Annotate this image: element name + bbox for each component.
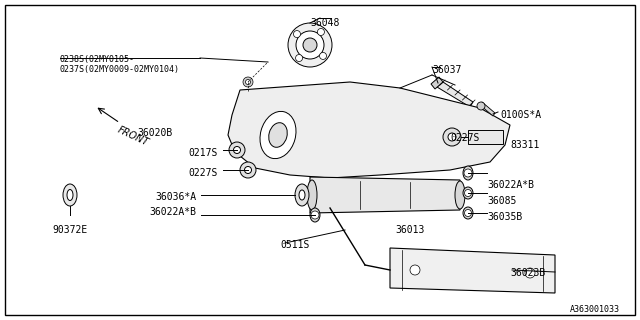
- Ellipse shape: [463, 207, 473, 219]
- Circle shape: [317, 28, 324, 36]
- Text: 36048: 36048: [310, 18, 339, 28]
- Circle shape: [465, 210, 472, 217]
- Text: 0237S(02MY0009-02MY0104): 0237S(02MY0009-02MY0104): [60, 65, 180, 74]
- Ellipse shape: [455, 181, 465, 209]
- Circle shape: [234, 147, 241, 154]
- Ellipse shape: [463, 166, 473, 180]
- Circle shape: [296, 54, 303, 61]
- Circle shape: [229, 142, 245, 158]
- Text: FRONT: FRONT: [116, 124, 150, 148]
- Circle shape: [246, 79, 250, 84]
- Ellipse shape: [63, 184, 77, 206]
- Ellipse shape: [269, 123, 287, 147]
- Ellipse shape: [307, 180, 317, 210]
- Circle shape: [294, 31, 300, 37]
- Text: 36023B: 36023B: [510, 268, 545, 278]
- Circle shape: [244, 166, 252, 173]
- Text: 36022A*B: 36022A*B: [149, 207, 196, 217]
- Circle shape: [311, 211, 319, 219]
- Text: 83311: 83311: [510, 140, 540, 150]
- Ellipse shape: [310, 208, 320, 222]
- Circle shape: [464, 169, 472, 177]
- Circle shape: [477, 102, 485, 110]
- Circle shape: [243, 77, 253, 87]
- Polygon shape: [480, 102, 495, 116]
- Text: 36022A*B: 36022A*B: [487, 180, 534, 190]
- Text: 36085: 36085: [487, 196, 516, 206]
- Text: 0227S: 0227S: [189, 168, 218, 178]
- Ellipse shape: [299, 190, 305, 200]
- Text: 36035B: 36035B: [487, 212, 522, 222]
- Ellipse shape: [295, 184, 309, 206]
- Polygon shape: [390, 248, 555, 293]
- Circle shape: [465, 189, 472, 196]
- Ellipse shape: [260, 111, 296, 159]
- Text: 36037: 36037: [432, 65, 461, 75]
- Text: 0238S(02MY0105-: 0238S(02MY0105-: [60, 55, 135, 64]
- Text: 90372E: 90372E: [52, 225, 88, 235]
- Bar: [468, 130, 503, 144]
- Circle shape: [288, 23, 332, 67]
- Circle shape: [296, 31, 324, 59]
- Ellipse shape: [463, 187, 473, 199]
- Text: 36036*A: 36036*A: [155, 192, 196, 202]
- Circle shape: [410, 265, 420, 275]
- Circle shape: [303, 38, 317, 52]
- Text: 36013: 36013: [395, 225, 424, 235]
- Circle shape: [525, 268, 535, 278]
- Polygon shape: [431, 77, 443, 89]
- Polygon shape: [437, 82, 473, 107]
- Ellipse shape: [67, 189, 73, 201]
- Circle shape: [240, 162, 256, 178]
- Circle shape: [448, 133, 456, 141]
- Polygon shape: [228, 82, 510, 178]
- Text: 0227S: 0227S: [450, 133, 479, 143]
- Polygon shape: [310, 177, 460, 213]
- Text: A363001033: A363001033: [570, 305, 620, 314]
- Circle shape: [443, 128, 461, 146]
- Text: 0100S*A: 0100S*A: [500, 110, 541, 120]
- Text: 0217S: 0217S: [189, 148, 218, 158]
- Text: 36020B: 36020B: [138, 128, 173, 138]
- Circle shape: [319, 52, 326, 60]
- Text: 0511S: 0511S: [280, 240, 309, 250]
